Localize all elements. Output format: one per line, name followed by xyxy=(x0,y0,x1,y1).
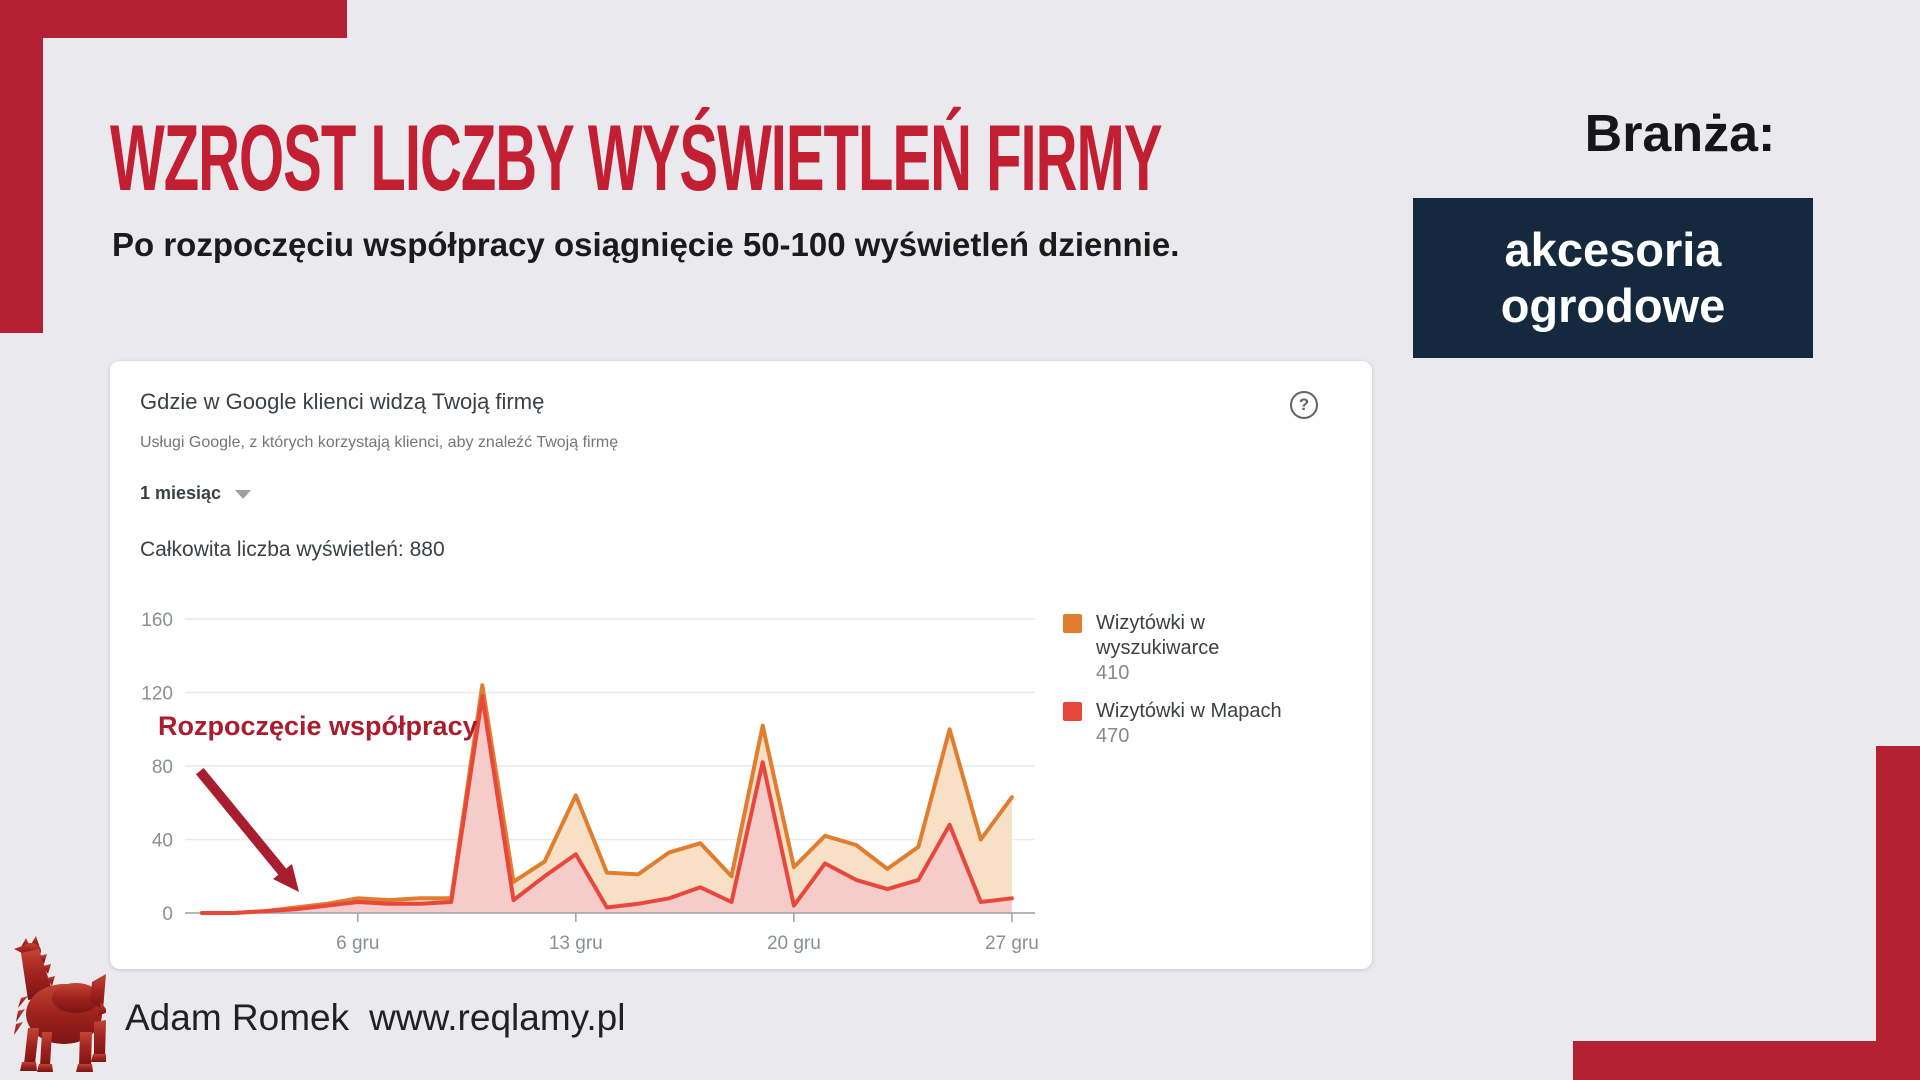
card-title: Gdzie w Google klienci widzą Twoją firmę xyxy=(140,389,545,414)
svg-text:13 gru: 13 gru xyxy=(549,933,603,954)
llama-logo xyxy=(14,936,106,1072)
corner-accent-top-bar xyxy=(0,0,347,38)
page-title: WZROST LICZBY WYŚWIETLEŃ FIRMY xyxy=(110,105,1163,211)
help-icon[interactable]: ? xyxy=(1290,391,1318,419)
legend-value-maps: 470 xyxy=(1096,725,1130,747)
period-dropdown-label: 1 miesiąc xyxy=(140,483,222,503)
svg-text:27 gru: 27 gru xyxy=(985,933,1039,954)
corner-accent-right-bar xyxy=(1876,746,1920,1080)
legend-swatch-maps xyxy=(1063,702,1082,721)
svg-text:0: 0 xyxy=(162,904,173,925)
svg-text:80: 80 xyxy=(152,757,173,778)
cooperation-start-annotation: Rozpoczęcie współpracy xyxy=(158,711,478,741)
svg-text:40: 40 xyxy=(152,831,173,852)
legend-label-maps-line1: Wizytówki w Mapach xyxy=(1096,700,1282,722)
footer-website: www.reqlamy.pl xyxy=(369,997,626,1038)
total-impressions-label: Całkowita liczba wyświetleń: 880 xyxy=(140,538,445,561)
industry-label: Branża: xyxy=(1584,105,1776,163)
industry-value-line1: akcesoria xyxy=(1504,223,1722,276)
chart-legend: Wizytówki w wyszukiwarce 410 Wizytówki w… xyxy=(1063,611,1298,762)
footer-author: Adam Romek xyxy=(125,997,350,1038)
legend-label-search-line2: wyszukiwarce xyxy=(1096,637,1220,659)
industry-value-box: akcesoria ogrodowe xyxy=(1413,198,1813,358)
legend-value-search: 410 xyxy=(1096,662,1130,684)
legend-label-search-line1: Wizytówki w xyxy=(1096,612,1205,634)
card-subtitle: Usługi Google, z których korzystają klie… xyxy=(140,434,619,451)
corner-accent-left-bar xyxy=(0,0,43,333)
period-dropdown[interactable]: 1 miesiąc xyxy=(140,483,252,504)
legend-item-search: Wizytówki w wyszukiwarce 410 xyxy=(1063,611,1298,686)
svg-text:6 gru: 6 gru xyxy=(336,933,379,954)
page-subtitle: Po rozpoczęciu współpracy osiągnięcie 50… xyxy=(112,226,1180,263)
svg-text:20 gru: 20 gru xyxy=(767,933,821,954)
footer: Adam Romek www.reqlamy.pl xyxy=(125,997,625,1039)
chevron-down-icon xyxy=(235,490,252,499)
annotation-arrow-icon xyxy=(195,767,299,892)
legend-swatch-search xyxy=(1063,614,1082,633)
legend-item-maps: Wizytówki w Mapach 470 xyxy=(1063,699,1298,749)
impressions-area-chart: 0 40 80 120 160 6 gru 13 gru 20 gru 27 gru xyxy=(141,610,1039,954)
corner-accent-bottom-bar xyxy=(1573,1041,1920,1080)
svg-text:120: 120 xyxy=(141,684,173,705)
gmb-stats-card: Gdzie w Google klienci widzą Twoją firmę… xyxy=(110,361,1372,969)
industry-value-line2: ogrodowe xyxy=(1500,279,1726,332)
svg-text:160: 160 xyxy=(141,610,173,631)
